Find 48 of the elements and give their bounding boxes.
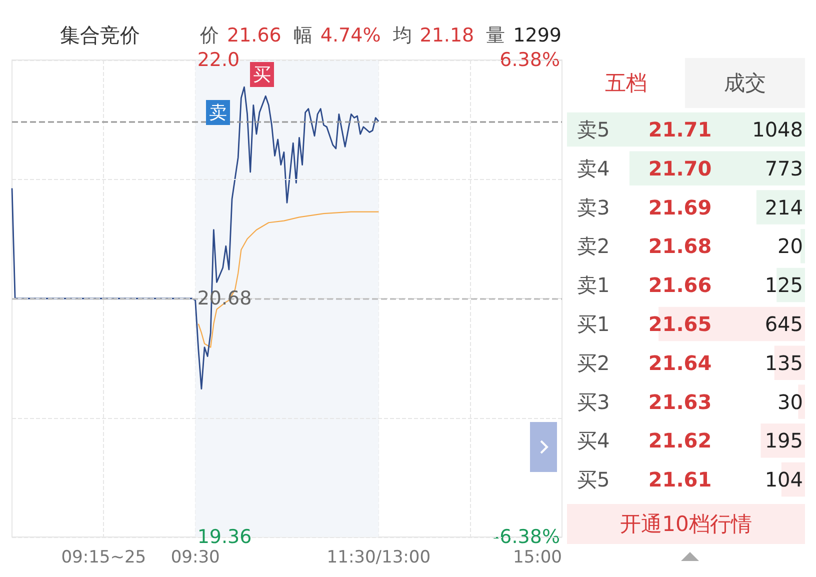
y-tick-label: 买5 (577, 468, 610, 492)
data-label: 135 (764, 350, 803, 375)
y-tick-label: 卖3 (577, 195, 610, 220)
y2-tick-label: 6.38% (500, 49, 560, 71)
y-tick-label: 卖2 (577, 234, 610, 258)
line-series (198, 211, 380, 348)
data-label: 30 (778, 390, 803, 414)
data-label: 195 (764, 428, 803, 453)
annotation: 21.70 (648, 156, 712, 180)
y-tick-label: 买3 (577, 390, 610, 414)
annotation: 21.71 (648, 117, 712, 142)
text: 五档 (605, 71, 647, 95)
data-label: 104 (764, 468, 803, 492)
annotation: 21.69 (648, 195, 712, 220)
annotation: 卖 (209, 102, 227, 124)
annotation: 21.62 (648, 428, 712, 453)
annotation: 21.68 (648, 234, 712, 258)
annotation: 21.63 (648, 390, 712, 414)
annotation: 21.66 (648, 273, 712, 298)
y-tick-label: 买2 (577, 350, 610, 375)
y-tick-label: 19.36 (197, 526, 252, 548)
annotation: 21.65 (648, 312, 712, 336)
line-series (11, 86, 380, 390)
y-tick-label: 22.0 (197, 49, 240, 71)
y-tick-label: 买4 (577, 428, 610, 453)
data-label: 125 (764, 273, 803, 298)
annotation: 21.64 (648, 350, 712, 375)
y-tick-label: 卖4 (577, 156, 610, 180)
x-tick-label: 11:30/13:00 (326, 548, 431, 568)
y-tick-label: 卖1 (577, 273, 610, 298)
text: 开通10档行情 (620, 512, 752, 536)
y-tick-label: 买1 (577, 312, 610, 336)
y2-tick-label: -6.38% (492, 526, 560, 548)
chart-title: 集合竞价 (60, 23, 140, 47)
annotation: 买 (253, 64, 271, 86)
x-tick-label: 09:30 (170, 548, 220, 568)
x-tick-label: 09:15~25 (61, 548, 146, 568)
data-label: 1048 (752, 117, 803, 142)
data-label: 214 (764, 195, 803, 220)
data-label: 645 (764, 312, 803, 336)
data-label: 20 (778, 234, 803, 258)
annotation: 21.61 (648, 468, 712, 492)
y-tick-label: 卖5 (577, 117, 610, 142)
x-tick-label: 15:00 (513, 548, 562, 568)
text: 成交 (724, 71, 766, 95)
y-tick-label: 20.68 (197, 288, 252, 310)
chart-subtitle: 价 21.66 幅 4.74% 均 21.18 量 1299 (199, 24, 562, 46)
data-label: 773 (764, 156, 803, 180)
